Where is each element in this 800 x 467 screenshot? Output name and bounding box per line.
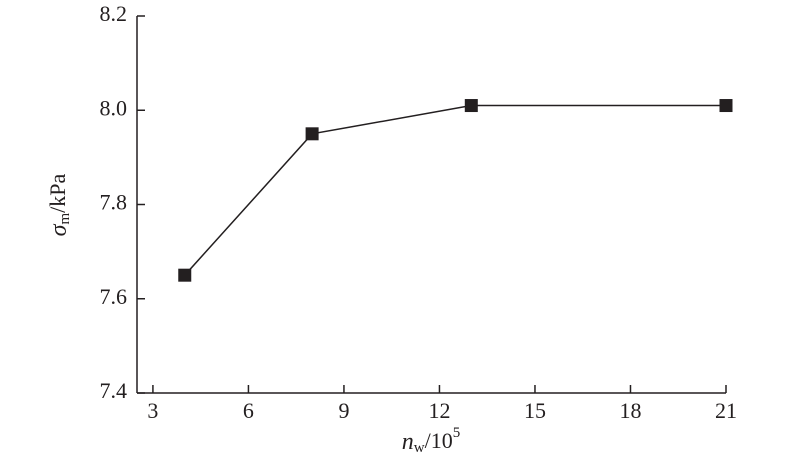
y-tick-label: 8.2 <box>100 1 128 26</box>
data-line <box>184 104 726 276</box>
y-label-symbol: σ <box>46 223 72 236</box>
data-marker <box>464 99 478 113</box>
x-tick-label: 18 <box>619 398 641 423</box>
x-tick-label: 3 <box>147 398 158 423</box>
y-tick-label: 7.8 <box>100 190 128 215</box>
x-label-symbol: n <box>402 429 414 455</box>
x-label-superscript: 5 <box>453 425 461 441</box>
x-tick-label: 9 <box>338 398 349 423</box>
x-tick-label: 21 <box>715 398 737 423</box>
x-tick-label: 12 <box>428 398 450 423</box>
data-marker <box>305 127 319 141</box>
y-tick-label: 7.4 <box>100 378 128 403</box>
y-tick-label: 7.6 <box>100 284 128 309</box>
data-marker <box>719 99 733 113</box>
x-axis-label: nw/105 <box>402 425 460 456</box>
y-tick-label: 8.0 <box>100 95 128 120</box>
data-marker <box>178 268 192 282</box>
y-label-subscript: m <box>57 212 73 224</box>
x-tick-label: 6 <box>243 398 254 423</box>
x-label-text: /10 <box>425 428 453 453</box>
y-label-unit: /kPa <box>45 173 70 212</box>
y-axis-label: σm/kPa <box>45 173 73 236</box>
x-tick-label: 15 <box>524 398 546 423</box>
x-label-subscript: w <box>414 440 425 456</box>
